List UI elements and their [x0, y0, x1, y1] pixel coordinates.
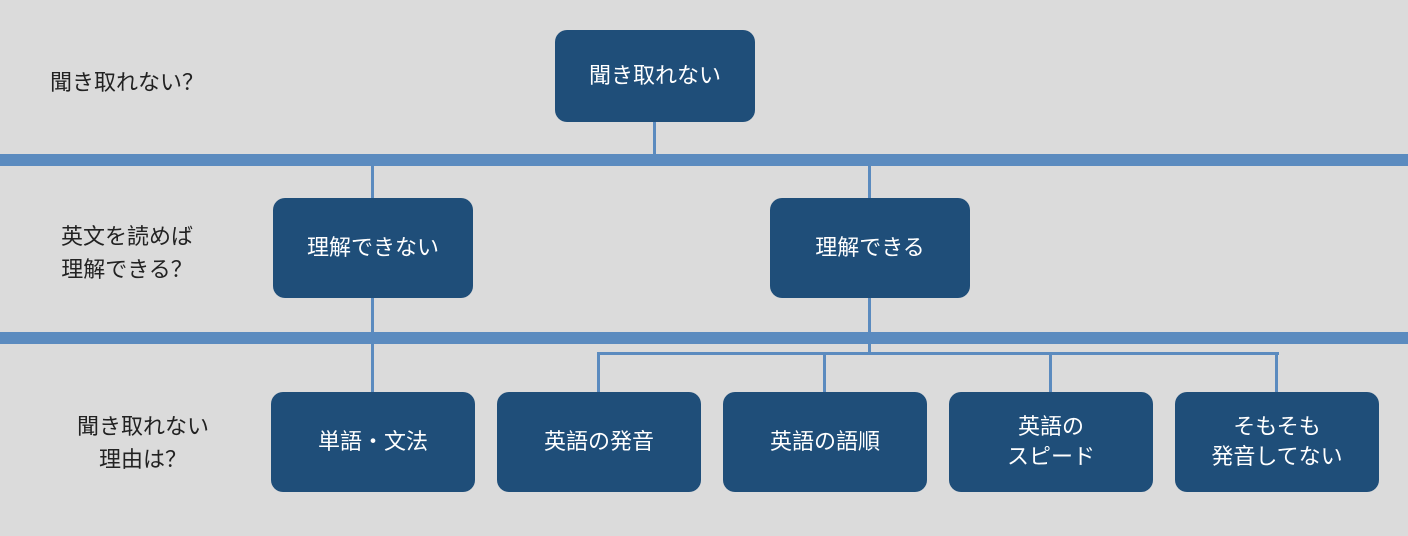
connector: [653, 122, 656, 154]
node-word-order: 英語の語順: [723, 392, 927, 492]
connector: [868, 344, 871, 354]
connector-band-2: [0, 332, 1408, 344]
connector: [823, 352, 826, 392]
flowchart-tree: 聞き取れない？ 英文を読めば 理解できる？ 聞き取れない 理由は？ 聞き取れない…: [0, 0, 1408, 536]
connector: [868, 166, 871, 198]
node-speed: 英語の スピード: [949, 392, 1153, 492]
connector: [1275, 352, 1278, 392]
node-pronunciation: 英語の発音: [497, 392, 701, 492]
connector: [868, 298, 871, 332]
connector: [371, 298, 374, 332]
connector-band-1: [0, 154, 1408, 166]
connector: [371, 166, 374, 198]
connector: [597, 352, 1279, 355]
row-label-3: 聞き取れない 理由は？: [48, 410, 238, 476]
row-label-2: 英文を読めば 理解できる？: [32, 220, 222, 286]
node-vocab-grammar: 単語・文法: [271, 392, 475, 492]
node-cannot-understand: 理解できない: [273, 198, 473, 298]
row-label-1: 聞き取れない？: [32, 66, 222, 99]
node-can-understand: 理解できる: [770, 198, 970, 298]
node-not-pronounced: そもそも 発音してない: [1175, 392, 1379, 492]
connector: [597, 352, 600, 392]
connector: [371, 344, 374, 392]
node-root: 聞き取れない: [555, 30, 755, 122]
connector: [1049, 352, 1052, 392]
